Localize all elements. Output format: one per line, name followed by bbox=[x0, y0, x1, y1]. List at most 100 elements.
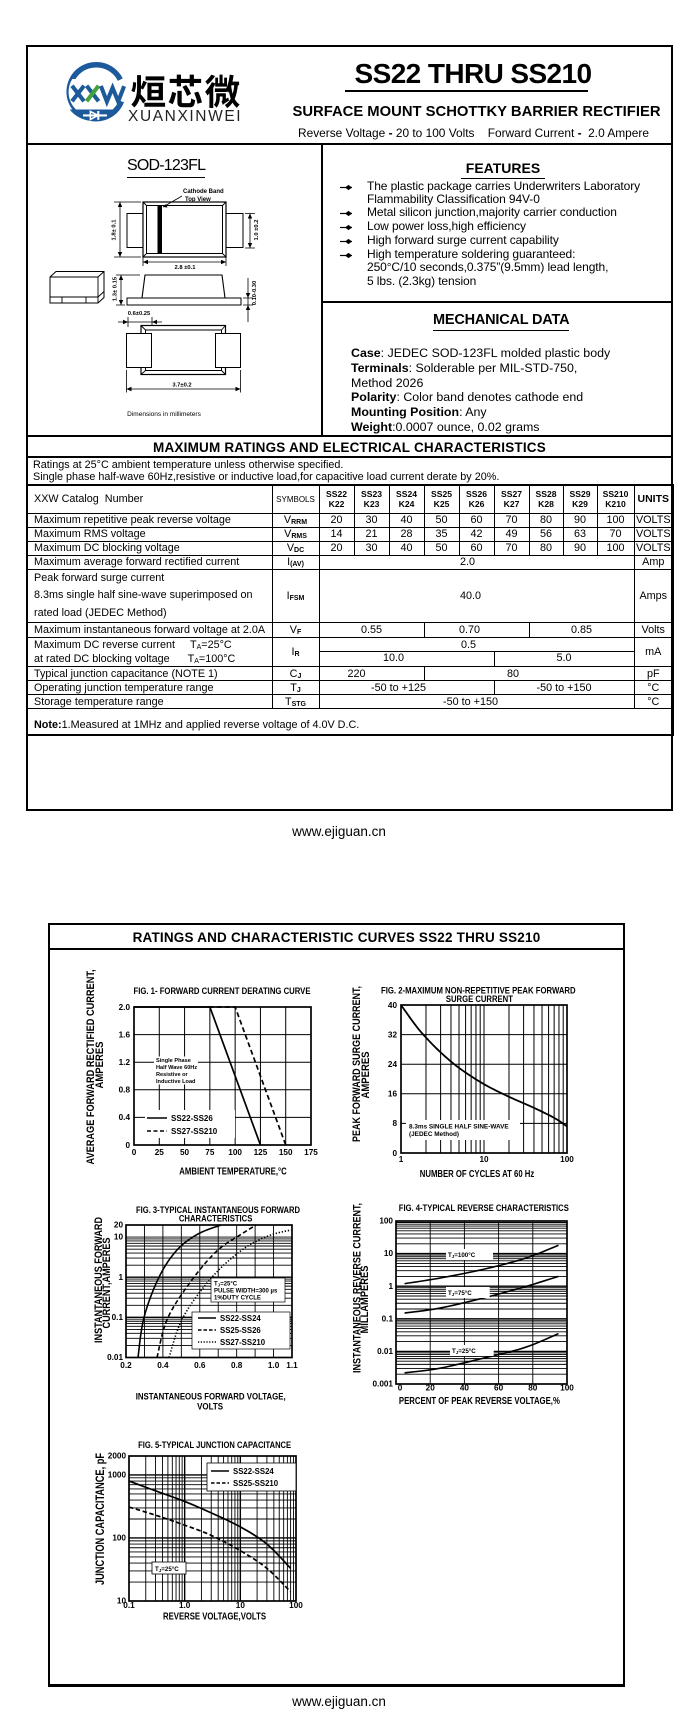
svg-text:INSTANTANEOUS FORWARD: INSTANTANEOUS FORWARD bbox=[93, 1217, 105, 1343]
svg-text:VOLTS: VOLTS bbox=[197, 1401, 223, 1412]
svg-text:0.6: 0.6 bbox=[194, 1361, 206, 1370]
svg-text:CHARACTERISTICS: CHARACTERISTICS bbox=[179, 1214, 253, 1225]
svg-text:0.1: 0.1 bbox=[112, 1313, 124, 1322]
svg-text:TJ=25°C: TJ=25°C bbox=[155, 1566, 179, 1573]
svg-text:SS25-SS210: SS25-SS210 bbox=[233, 1479, 279, 1488]
svg-text:SS22-SS26: SS22-SS26 bbox=[171, 1114, 213, 1123]
svg-text:Cathode Band: Cathode Band bbox=[183, 189, 224, 195]
svg-text:10: 10 bbox=[479, 1155, 489, 1164]
svg-text:TJ=100°C: TJ=100°C bbox=[448, 1252, 476, 1259]
svg-text:0.001: 0.001 bbox=[373, 1380, 394, 1389]
svg-text:PERCENT OF PEAK REVERSE VOLTAG: PERCENT OF PEAK REVERSE VOLTAGE,% bbox=[399, 1396, 560, 1407]
svg-text:TJ=25°C: TJ=25°C bbox=[452, 1348, 476, 1355]
svg-text:Single Phase: Single Phase bbox=[156, 1058, 191, 1064]
svg-text:32: 32 bbox=[388, 1030, 398, 1039]
svg-text:10: 10 bbox=[236, 1601, 246, 1610]
svg-text:0.6±0.25: 0.6±0.25 bbox=[128, 311, 151, 317]
svg-text:0.2: 0.2 bbox=[120, 1361, 132, 1370]
svg-text:FIG. 3-TYPICAL INSTANTANEOUS F: FIG. 3-TYPICAL INSTANTANEOUS FORWARD bbox=[136, 1205, 300, 1216]
svg-text:REVERSE VOLTAGE,VOLTS: REVERSE VOLTAGE,VOLTS bbox=[163, 1612, 266, 1623]
svg-text:PULSE WIDTH=300 µs: PULSE WIDTH=300 µs bbox=[214, 1289, 278, 1295]
svg-text:1.0: 1.0 bbox=[179, 1601, 191, 1610]
svg-text:0: 0 bbox=[125, 1141, 130, 1150]
svg-text:1.1: 1.1 bbox=[286, 1361, 298, 1370]
svg-text:40: 40 bbox=[460, 1384, 470, 1393]
svg-text:1: 1 bbox=[399, 1155, 404, 1164]
svg-text:Dimensions in millimeters: Dimensions in millimeters bbox=[127, 411, 201, 418]
svg-text:1: 1 bbox=[388, 1282, 393, 1291]
svg-text:2000: 2000 bbox=[108, 1452, 127, 1461]
svg-text:AMPERES: AMPERES bbox=[94, 1042, 106, 1089]
svg-text:125: 125 bbox=[254, 1148, 268, 1157]
svg-text:0.4: 0.4 bbox=[157, 1361, 169, 1370]
svg-text:10: 10 bbox=[114, 1233, 124, 1242]
svg-text:1.8± 0.1: 1.8± 0.1 bbox=[112, 219, 118, 241]
svg-text:SURGE CURRENT: SURGE CURRENT bbox=[446, 994, 513, 1005]
svg-text:0.10-0.30: 0.10-0.30 bbox=[252, 281, 258, 306]
svg-text:100: 100 bbox=[379, 1217, 393, 1226]
svg-text:SS27-SS210: SS27-SS210 bbox=[171, 1127, 218, 1136]
svg-text:100: 100 bbox=[560, 1384, 574, 1393]
svg-text:1.6: 1.6 bbox=[119, 1030, 131, 1039]
svg-text:100: 100 bbox=[560, 1155, 574, 1164]
svg-text:1%DUTY CYCLE: 1%DUTY CYCLE bbox=[214, 1296, 261, 1302]
svg-text:25: 25 bbox=[155, 1148, 165, 1157]
svg-text:8: 8 bbox=[392, 1119, 397, 1128]
svg-text:INSTANTANEOUS FORWARD VOLTAGE,: INSTANTANEOUS FORWARD VOLTAGE, bbox=[136, 1392, 286, 1403]
svg-text:0.01: 0.01 bbox=[107, 1353, 123, 1362]
svg-text:24: 24 bbox=[388, 1060, 398, 1069]
svg-text:AMBIENT TEMPERATURE,°C: AMBIENT TEMPERATURE,°C bbox=[179, 1167, 287, 1178]
svg-text:FIG. 2-MAXIMUM NON-REPETITIVE: FIG. 2-MAXIMUM NON-REPETITIVE PEAK FORWA… bbox=[381, 986, 576, 997]
svg-text:FIG. 4-TYPICAL REVERSE CHARACT: FIG. 4-TYPICAL REVERSE CHARACTERISTICS bbox=[399, 1203, 569, 1214]
svg-text:1.2: 1.2 bbox=[119, 1058, 131, 1067]
svg-text:100: 100 bbox=[112, 1534, 126, 1543]
svg-text:JUNCTION CAPACITANCE, pF: JUNCTION CAPACITANCE, pF bbox=[93, 1453, 107, 1585]
svg-text:100: 100 bbox=[228, 1148, 242, 1157]
svg-text:INSTANTANEOUS REVERSE CURRENT,: INSTANTANEOUS REVERSE CURRENT, bbox=[352, 1203, 364, 1373]
svg-text:0.1: 0.1 bbox=[123, 1601, 135, 1610]
svg-text:40: 40 bbox=[388, 1001, 398, 1010]
svg-text:16: 16 bbox=[388, 1090, 398, 1099]
svg-text:FIG. 5-TYPICAL JUNCTION CAPACI: FIG. 5-TYPICAL JUNCTION CAPACITANCE bbox=[138, 1440, 291, 1451]
svg-text:3.7±0.2: 3.7±0.2 bbox=[172, 383, 191, 389]
svg-text:1.0: 1.0 bbox=[268, 1361, 280, 1370]
svg-text:50: 50 bbox=[180, 1148, 190, 1157]
svg-text:1.0 ±0.2: 1.0 ±0.2 bbox=[254, 220, 260, 241]
svg-text:SS22-SS24: SS22-SS24 bbox=[220, 1314, 261, 1323]
svg-text:20: 20 bbox=[426, 1384, 436, 1393]
svg-text:60: 60 bbox=[494, 1384, 504, 1393]
svg-text:8.3ms SINGLE HALF SINE-WAVE: 8.3ms SINGLE HALF SINE-WAVE bbox=[409, 1124, 509, 1131]
svg-text:0.1: 0.1 bbox=[382, 1314, 394, 1323]
svg-text:Half Wave 60Hz: Half Wave 60Hz bbox=[156, 1065, 197, 1071]
svg-text:Inductive Load: Inductive Load bbox=[156, 1079, 196, 1085]
svg-text:2.8 ±0.1: 2.8 ±0.1 bbox=[175, 265, 197, 271]
svg-text:150: 150 bbox=[279, 1148, 293, 1157]
svg-text:NUMBER OF CYCLES AT 60 Hz: NUMBER OF CYCLES AT 60 Hz bbox=[420, 1169, 535, 1180]
svg-text:0.4: 0.4 bbox=[119, 1113, 131, 1122]
svg-text:0.01: 0.01 bbox=[377, 1347, 393, 1356]
svg-text:0.8: 0.8 bbox=[119, 1086, 131, 1095]
svg-text:0: 0 bbox=[392, 1149, 397, 1158]
svg-text:0: 0 bbox=[398, 1384, 403, 1393]
svg-text:1: 1 bbox=[118, 1273, 123, 1282]
svg-text:75: 75 bbox=[205, 1148, 215, 1157]
svg-text:SS22-SS24: SS22-SS24 bbox=[233, 1467, 274, 1476]
svg-text:CURRENT,AMPERES: CURRENT,AMPERES bbox=[101, 1238, 113, 1329]
svg-text:(JEDEC Method): (JEDEC Method) bbox=[409, 1131, 459, 1138]
svg-text:80: 80 bbox=[528, 1384, 538, 1393]
svg-text:PEAK FORWARD SURGE CURRENT,: PEAK FORWARD SURGE CURRENT, bbox=[351, 986, 363, 1142]
svg-text:SS27-SS210: SS27-SS210 bbox=[220, 1338, 266, 1347]
svg-text:TJ=25°C: TJ=25°C bbox=[214, 1282, 238, 1288]
svg-text:AMPERES: AMPERES bbox=[360, 1052, 372, 1099]
svg-text:1000: 1000 bbox=[108, 1471, 127, 1480]
svg-text:20: 20 bbox=[114, 1221, 124, 1230]
svg-text:SS25-SS26: SS25-SS26 bbox=[220, 1326, 261, 1335]
svg-text:0: 0 bbox=[132, 1148, 137, 1157]
svg-text:MILLAMPERES: MILLAMPERES bbox=[359, 1266, 371, 1334]
svg-text:100: 100 bbox=[289, 1601, 303, 1610]
svg-text:10: 10 bbox=[117, 1597, 127, 1606]
svg-text:Top View: Top View bbox=[185, 197, 211, 203]
svg-text:1.3± 0.15: 1.3± 0.15 bbox=[113, 276, 119, 301]
svg-text:2.0: 2.0 bbox=[119, 1003, 131, 1012]
svg-text:10: 10 bbox=[384, 1249, 394, 1258]
